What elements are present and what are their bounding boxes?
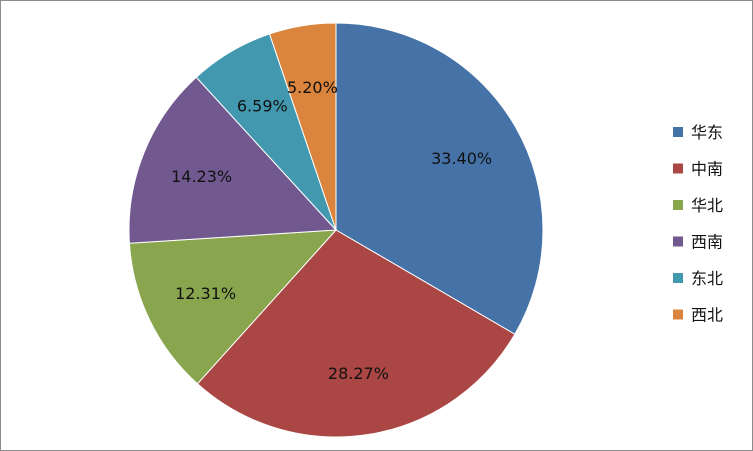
slice-value-label-2: 12.31% bbox=[175, 284, 236, 303]
legend-label-3: 西南 bbox=[691, 233, 723, 252]
pie-slices bbox=[128, 22, 544, 438]
slice-value-label-5: 5.20% bbox=[287, 78, 338, 97]
slice-value-label-1: 28.27% bbox=[328, 364, 389, 383]
pie-slice-0 bbox=[335, 22, 544, 335]
legend-swatch-0 bbox=[673, 127, 683, 137]
pie-slice-1 bbox=[196, 229, 516, 438]
pie-slice-labels: 33.40% 28.27% 12.31% 14.23% 6.59%5.20% bbox=[171, 78, 492, 383]
legend-swatch-4 bbox=[673, 273, 683, 283]
legend-swatch-5 bbox=[673, 309, 683, 320]
pie-slice-2 bbox=[128, 229, 338, 385]
pie-slice-5 bbox=[268, 22, 337, 231]
legend-label-0: 华东 bbox=[691, 123, 723, 142]
legend-label-2: 华北 bbox=[691, 196, 723, 215]
legend-swatch-3 bbox=[673, 236, 683, 247]
slice-value-label-0: 33.40% bbox=[431, 149, 492, 168]
legend-swatch-2 bbox=[673, 200, 683, 210]
legend-label-1: 中南 bbox=[691, 160, 723, 179]
slice-value-label-3: 14.23% bbox=[171, 167, 232, 186]
legend-label-5: 西北 bbox=[691, 306, 723, 325]
legend-label-4: 东北 bbox=[691, 269, 723, 288]
pie-slice-3 bbox=[128, 76, 338, 244]
legend-swatch-1 bbox=[673, 163, 683, 174]
slice-value-label-4: 6.59% bbox=[237, 96, 288, 115]
